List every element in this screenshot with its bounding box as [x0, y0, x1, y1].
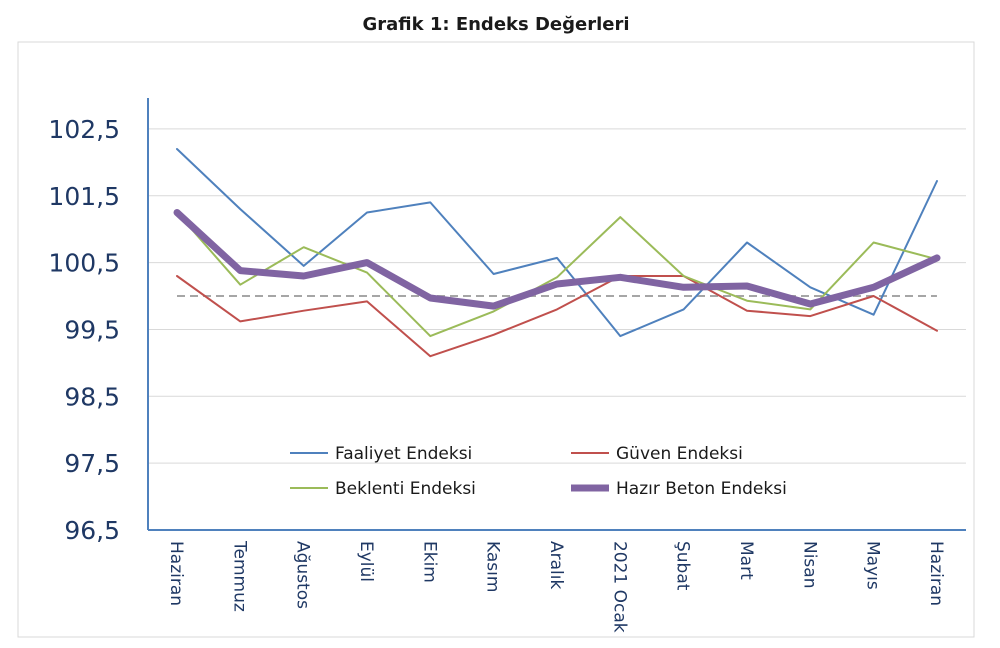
x-tick-label: Haziran [166, 541, 186, 606]
x-tick-label: Mayıs [863, 541, 883, 590]
y-tick-label: 102,5 [48, 115, 120, 144]
y-tick-label: 96,5 [64, 516, 120, 545]
x-tick-label: Temmuz [229, 540, 249, 612]
legend-label-2: Güven Endeksi [616, 444, 743, 464]
x-tick-label: Nisan [799, 541, 819, 589]
x-tick-label: Şubat [673, 541, 693, 591]
legend-label-4: Hazır Beton Endeksi [616, 479, 787, 499]
y-tick-label: 98,5 [64, 382, 120, 411]
plot-background [17, 41, 975, 638]
y-tick-labels: 102,5 101,5 100,5 99,5 98,5 97,5 96,5 [48, 115, 120, 545]
x-tick-label: Haziran [926, 541, 946, 606]
x-tick-label: 2021 Ocak [609, 541, 629, 633]
x-tick-label: Ağustos [293, 541, 313, 609]
x-tick-labels: Haziran Temmuz Ağustos Eylül Ekim Kasım Aralık… [166, 540, 946, 633]
legend-label-3: Beklenti Endeksi [335, 479, 476, 499]
legend: Faaliyet Endeksi Güven Endeksi Beklenti En… [290, 444, 787, 499]
y-tick-label: 101,5 [48, 182, 120, 211]
x-tick-label: Mart [736, 541, 756, 580]
y-tick-label: 100,5 [48, 249, 120, 278]
legend-label-1: Faaliyet Endeksi [335, 444, 472, 464]
y-tick-label: 99,5 [64, 315, 120, 344]
series-lines [173, 148, 941, 358]
x-tick-label: Ekim [419, 541, 439, 583]
chart-title: Grafik 1: Endeks Değerleri [362, 14, 629, 35]
x-tick-label: Kasım [483, 541, 503, 592]
y-tick-label: 97,5 [64, 449, 120, 478]
grid-lines [148, 128, 966, 464]
x-tick-label: Eylül [356, 541, 376, 582]
x-tick-label: Aralık [546, 541, 566, 589]
